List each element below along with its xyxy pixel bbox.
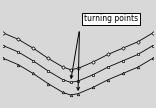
Text: turning points: turning points [84, 14, 138, 23]
